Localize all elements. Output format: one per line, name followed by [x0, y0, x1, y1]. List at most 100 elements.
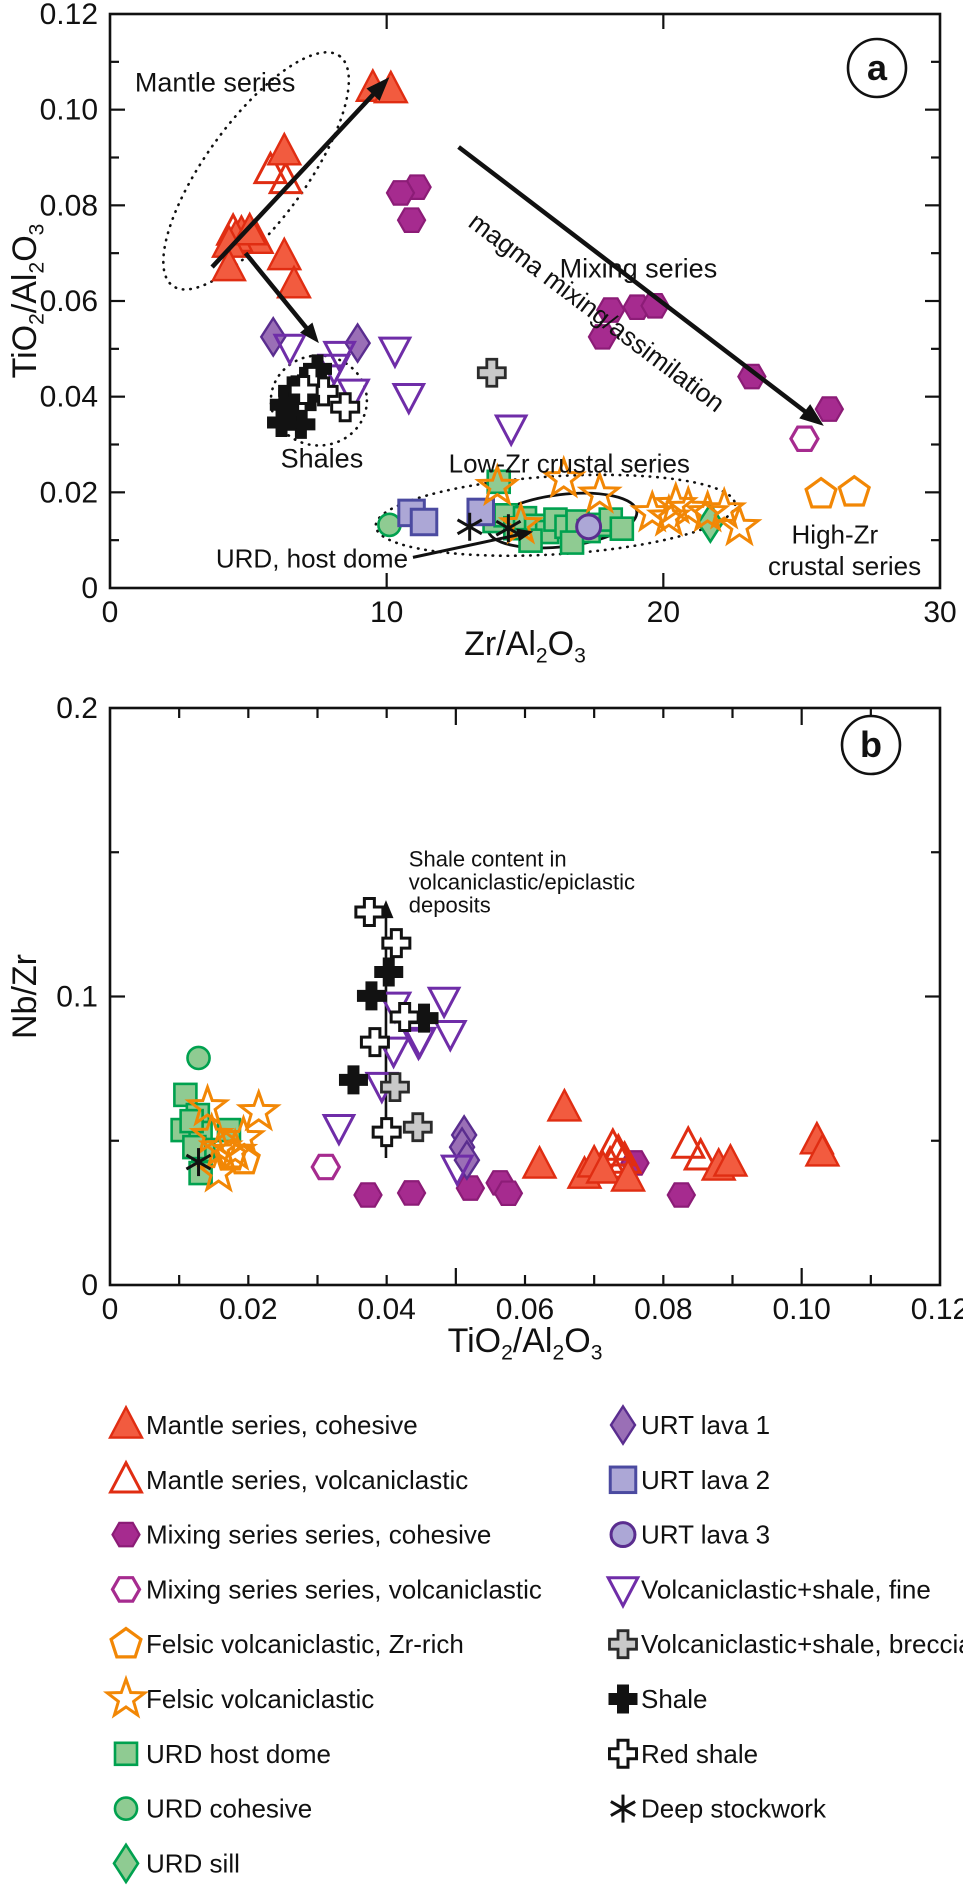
- urd_cohesive-icon: [113, 1796, 139, 1821]
- y-tick-label: 0.08: [40, 189, 98, 222]
- legend-item-mantle_cohesive: Mantle series, cohesive: [108, 1404, 418, 1440]
- y-tick-label: 0.02: [40, 476, 98, 509]
- point-mantle_volcaniclastic: [670, 1124, 707, 1159]
- series-red_shale: [354, 896, 420, 1148]
- legend-item-mantle_volcaniclastic: Mantle series, volcaniclastic: [108, 1459, 468, 1495]
- legend-label: Mixing series series, volcaniclastic: [146, 1574, 542, 1604]
- point-mantle_cohesive: [276, 264, 312, 299]
- red_shale-icon: [608, 1738, 638, 1769]
- shale-icon: [608, 1684, 638, 1714]
- point-red_shale: [354, 896, 385, 927]
- x-tick-label: 0.08: [634, 1293, 692, 1326]
- legend-label: Volcaniclastic+shale, fine: [641, 1574, 931, 1604]
- y-tick-label: 0.2: [56, 692, 98, 725]
- point-urd_host_dome: [559, 530, 585, 555]
- legend-item-urt_lava_1: URT lava 1: [609, 1404, 770, 1446]
- point-mixing_cohesive: [595, 297, 626, 323]
- point-mantle_cohesive: [712, 1142, 749, 1177]
- y-tick-label: 0: [81, 1269, 98, 1302]
- point-mixing_cohesive: [493, 1180, 524, 1207]
- annotation-text: deposits: [409, 892, 491, 917]
- series-urt_lava_1: [448, 1114, 481, 1181]
- mantle_cohesive-icon: [108, 1404, 144, 1439]
- panel-label: b: [860, 724, 882, 765]
- legend-item-shale: Shale: [608, 1684, 708, 1714]
- point-felsic_volcaniclastic: [701, 485, 748, 530]
- mantle_volcaniclastic-icon: [108, 1459, 144, 1494]
- point-mixing_cohesive: [737, 363, 767, 390]
- point-mixing_cohesive: [396, 207, 427, 233]
- point-volc_shale_fine: [321, 1113, 357, 1147]
- legend-item-urd_cohesive: URD cohesive: [113, 1794, 312, 1824]
- legend-label: Mantle series, volcaniclastic: [146, 1465, 468, 1495]
- series-red_shale: [288, 365, 361, 423]
- x-tick-label: 0.06: [496, 1293, 554, 1326]
- point-urd_cohesive: [186, 1045, 211, 1071]
- annotation-text: Mantle series: [135, 67, 296, 97]
- point-mixing_volcaniclastic: [310, 1153, 342, 1181]
- annotation-text: Shale content in: [409, 846, 567, 871]
- legend-label: URT lava 1: [641, 1410, 770, 1440]
- chart-b-xlabel: TiO2/Al2O3: [448, 1322, 603, 1364]
- point-volc_shale_fine: [426, 986, 462, 1020]
- annotation-text: Low-Zr crustal series: [449, 448, 690, 478]
- volc_shale_breccia-icon: [608, 1629, 638, 1660]
- point-volc_shale_breccia: [380, 1072, 410, 1102]
- series-mixing_cohesive: [353, 1150, 697, 1208]
- x-tick-label: 0.10: [772, 1293, 830, 1326]
- series-mantle_cohesive: [521, 1087, 841, 1192]
- legend-label: Shale: [641, 1684, 708, 1714]
- point-red_shale: [381, 928, 412, 959]
- chart-b-frame: [108, 706, 942, 1287]
- point-felsic_volcaniclastic: [576, 470, 623, 514]
- point-felsic_volcaniclastic: [665, 484, 712, 529]
- point-mantle_cohesive: [585, 1149, 622, 1184]
- annotation-text: Mixing series: [560, 253, 718, 283]
- y-tick-label: 0.1: [56, 981, 98, 1014]
- point-mantle_cohesive: [804, 1132, 841, 1167]
- series-mixing_cohesive: [385, 174, 845, 422]
- series-deep_stockwork: [456, 512, 522, 543]
- point-mantle_volcaniclastic: [594, 1126, 631, 1161]
- trend-arrow: [412, 528, 534, 559]
- point-mixing_cohesive: [455, 1175, 486, 1201]
- trend-arrow: [457, 145, 824, 426]
- point-mixing_cohesive: [385, 180, 416, 206]
- point-volc_shale_fine: [377, 336, 413, 370]
- point-red_shale: [359, 1027, 390, 1058]
- point-mantle_cohesive: [211, 247, 247, 282]
- mixing_cohesive-icon: [111, 1521, 141, 1548]
- series-volc_shale_breccia: [476, 357, 507, 388]
- point-volc_shale_breccia: [402, 1112, 433, 1143]
- point-felsic_volcaniclastic: [235, 1087, 282, 1132]
- legend-label: Volcaniclastic+shale, breccia: [641, 1629, 963, 1659]
- felsic_zr_rich-icon: [109, 1626, 143, 1659]
- point-mantle_cohesive: [266, 236, 303, 271]
- point-felsic_zr_rich: [213, 1138, 248, 1171]
- annotation-text: magma mixing/assimilation: [463, 206, 730, 418]
- group-ellipse: [162, 51, 351, 291]
- series-urt_lava_3: [575, 513, 603, 541]
- legend-label: Mixing series series, cohesive: [146, 1520, 491, 1550]
- point-shale: [338, 1065, 368, 1095]
- panel-badge: [840, 714, 902, 776]
- urt_lava_1-icon: [609, 1404, 637, 1446]
- series-felsic_volcaniclastic: [474, 454, 763, 547]
- point-urt_lava_1: [453, 1139, 481, 1181]
- series-shale: [338, 957, 439, 1095]
- series-deep_stockwork: [185, 1148, 212, 1177]
- point-deep_stockwork: [185, 1148, 212, 1177]
- series-urd_cohesive: [377, 512, 402, 538]
- mixing_volcaniclastic-icon: [110, 1576, 142, 1603]
- point-red_shale: [288, 374, 319, 405]
- point-urd_cohesive: [377, 512, 402, 538]
- legend-item-deep_stockwork: Deep stockwork: [610, 1794, 827, 1824]
- deep_stockwork-icon: [610, 1794, 636, 1823]
- point-mantle_volcaniclastic: [252, 150, 289, 185]
- point-felsic_volcaniclastic: [212, 1127, 259, 1172]
- x-tick-label: 0: [102, 596, 119, 629]
- series-urt_lava_2: [397, 497, 495, 537]
- series-mixing_volcaniclastic: [789, 425, 820, 453]
- point-mantle_cohesive: [521, 1144, 558, 1179]
